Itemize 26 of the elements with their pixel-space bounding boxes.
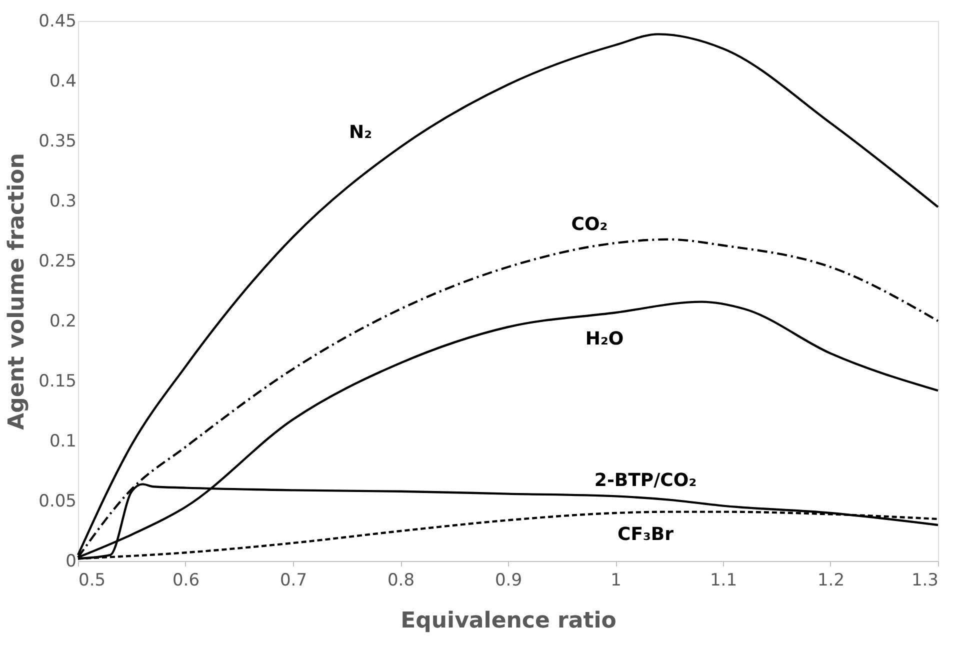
y-tick-label: 0.05: [38, 492, 76, 512]
y-tick-label: 0.2: [49, 312, 76, 332]
y-tick-label: 0: [66, 552, 76, 572]
series-label: CF₃Br: [618, 524, 674, 545]
y-axis-title: Agent volume fraction: [4, 153, 30, 430]
series-label: H₂O: [585, 328, 624, 350]
y-tick-label: 0.1: [49, 432, 76, 452]
x-axis-title: Equivalence ratio: [400, 608, 616, 634]
y-tick-label: 0.25: [38, 252, 76, 272]
series-label: CO₂: [571, 214, 608, 235]
y-tick-label: 0.15: [38, 372, 76, 392]
x-tick-label: 1.3: [911, 570, 938, 590]
x-tick-label: 0.5: [78, 570, 106, 590]
y-tick-label: 0.4: [49, 72, 76, 92]
x-tick-label: 0.8: [387, 570, 415, 590]
y-tick-label: 0.45: [38, 12, 76, 32]
y-tick-label: 0.35: [38, 132, 76, 152]
x-tick-label: 0.9: [494, 570, 522, 590]
x-tick-label: 1.1: [710, 570, 738, 590]
x-tick-label: 1.2: [817, 570, 845, 590]
x-tick-label: 1: [610, 570, 622, 590]
x-tick-label: 0.6: [172, 570, 200, 590]
series-label: N₂: [349, 122, 372, 143]
x-tick-label: 0.7: [280, 570, 308, 590]
y-tick-label: 0.3: [49, 192, 76, 212]
series-label: 2-BTP/CO₂: [594, 470, 697, 492]
